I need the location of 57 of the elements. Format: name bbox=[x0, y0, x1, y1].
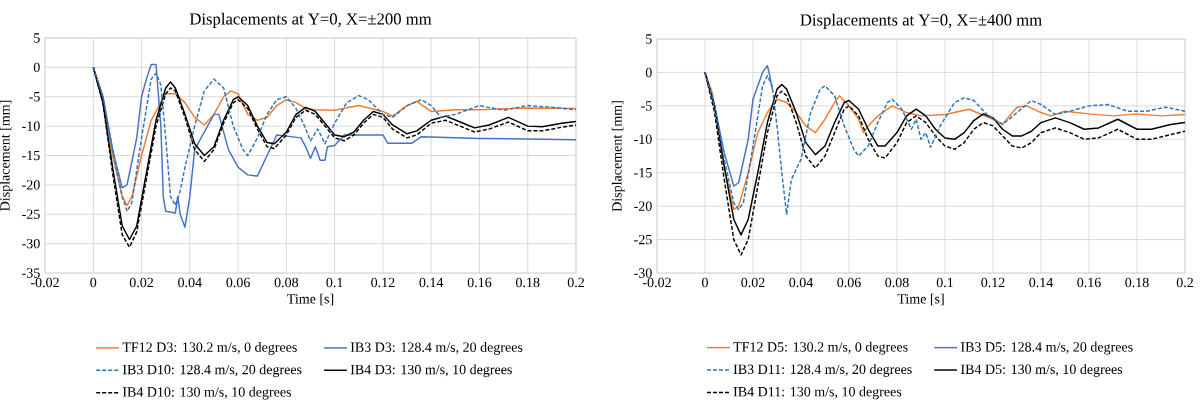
legend-label: IB3 D5: 128.4 m/s, 20 degrees bbox=[960, 341, 1133, 355]
x-tick-label: 0.12 bbox=[981, 277, 1005, 288]
y-tick-label: 5 bbox=[34, 33, 40, 43]
x-tick-label: -0.02 bbox=[30, 277, 59, 288]
x-tick-label: 0.04 bbox=[789, 277, 814, 288]
y-tick-label: -25 bbox=[22, 209, 40, 219]
y-tick-label: -20 bbox=[22, 180, 40, 190]
y-tick-label: 5 bbox=[646, 34, 652, 44]
legend-label: IB4 D10: 130 m/s, 10 degrees bbox=[122, 386, 291, 400]
y-tick-label: -5 bbox=[641, 101, 652, 111]
y-tick-label: -25 bbox=[634, 234, 652, 245]
x-tick-label: 0.08 bbox=[885, 277, 909, 288]
x-tick-label: 0.1 bbox=[936, 277, 953, 288]
y-tick-label: -15 bbox=[634, 168, 652, 178]
legend-label: IB4 D11: 130 m/s, 10 degrees bbox=[733, 386, 902, 400]
x-tick-label: 0.18 bbox=[516, 277, 540, 288]
y-axis-title: Displacement [mm] bbox=[0, 100, 13, 211]
x-axis-title: Time [s] bbox=[897, 293, 944, 306]
x-tick-label: 0.16 bbox=[467, 277, 492, 288]
y-tick-label: -5 bbox=[29, 92, 40, 102]
x-tick-label: -0.02 bbox=[642, 277, 671, 288]
x-tick-label: 0.1 bbox=[326, 277, 343, 288]
x-tick-label: 0.2 bbox=[567, 277, 584, 288]
y-tick-label: -10 bbox=[634, 134, 652, 145]
chart-title: Displacements at Y=0, X=±200 mm bbox=[189, 12, 432, 28]
x-tick-label: 0.02 bbox=[741, 277, 765, 288]
x-tick-label: 0.06 bbox=[226, 277, 250, 288]
y-tick-label: -30 bbox=[634, 268, 652, 278]
x-axis-title: Time [s] bbox=[287, 293, 334, 306]
x-tick-label: 0.12 bbox=[371, 277, 395, 288]
y-tick-label: 0 bbox=[33, 62, 40, 73]
legend-label: TF12 D3: 130.2 m/s, 0 degrees bbox=[122, 342, 297, 355]
legend-label: IB3 D10: 128.4 m/s, 20 degrees bbox=[122, 364, 302, 378]
x-tick-label: 0.14 bbox=[419, 277, 444, 288]
x-tick-label: 0 bbox=[90, 277, 97, 288]
y-tick-label: -15 bbox=[22, 150, 40, 161]
y-tick-label: -35 bbox=[22, 268, 40, 278]
legend-label: IB3 D11: 128.4 m/s, 20 degrees bbox=[733, 364, 912, 377]
y-tick-label: -20 bbox=[634, 201, 652, 211]
x-tick-label: 0.2 bbox=[1176, 277, 1193, 288]
x-tick-label: 0.14 bbox=[1029, 277, 1054, 288]
legend-label: IB4 D3: 130 m/s, 10 degrees bbox=[350, 364, 512, 378]
legend-label: TF12 D5: 130.2 m/s, 0 degrees bbox=[733, 341, 908, 355]
x-tick-label: 0.02 bbox=[129, 277, 154, 288]
y-tick-label: -10 bbox=[22, 121, 40, 131]
x-tick-label: 0 bbox=[702, 277, 708, 288]
x-tick-label: 0.06 bbox=[837, 277, 861, 288]
legend-label: IB3 D3: 128.4 m/s, 20 degrees bbox=[350, 342, 523, 355]
x-tick-label: 0.08 bbox=[274, 277, 299, 288]
y-axis-title: Displacement [mm] bbox=[611, 101, 625, 212]
x-tick-label: 0.04 bbox=[178, 277, 202, 288]
x-tick-label: 0.16 bbox=[1077, 277, 1101, 288]
y-tick-label: 0 bbox=[645, 67, 652, 78]
y-tick-label: -30 bbox=[22, 238, 40, 249]
x-tick-label: 0.18 bbox=[1125, 277, 1149, 288]
legend-label: IB4 D5: 130 m/s, 10 degrees bbox=[960, 364, 1123, 377]
chart-title: Displacements at Y=0, X=±400 mm bbox=[800, 13, 1042, 29]
